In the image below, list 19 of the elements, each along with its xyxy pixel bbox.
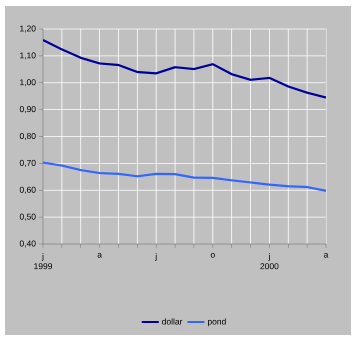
y-tick-label: 1,20 xyxy=(20,26,36,32)
y-tick-label: 0,50 xyxy=(20,214,36,221)
line-series xyxy=(43,161,326,192)
y-tick-label: 0,60 xyxy=(20,186,36,194)
y-tick-label: 0,90 xyxy=(20,106,36,114)
line-series xyxy=(43,38,326,99)
y-tick-label: 0,80 xyxy=(20,133,36,140)
y-tick-label: 1,10 xyxy=(20,52,36,60)
y-tick-label: 1,00 xyxy=(20,79,36,86)
y-tick-label: 0,40 xyxy=(20,240,36,248)
x-tick-label: a xyxy=(324,253,328,258)
x-tick-label: o xyxy=(210,253,215,258)
x-tick-label: j 1999 xyxy=(34,253,52,270)
legend-label: dollar xyxy=(162,318,182,325)
legend-label: pond xyxy=(208,318,226,326)
y-tick-label: 0,70 xyxy=(20,160,36,167)
x-tick-label: j xyxy=(155,253,157,261)
x-tick-label: j 2000 xyxy=(260,253,278,270)
x-tick-label: a xyxy=(98,253,102,258)
